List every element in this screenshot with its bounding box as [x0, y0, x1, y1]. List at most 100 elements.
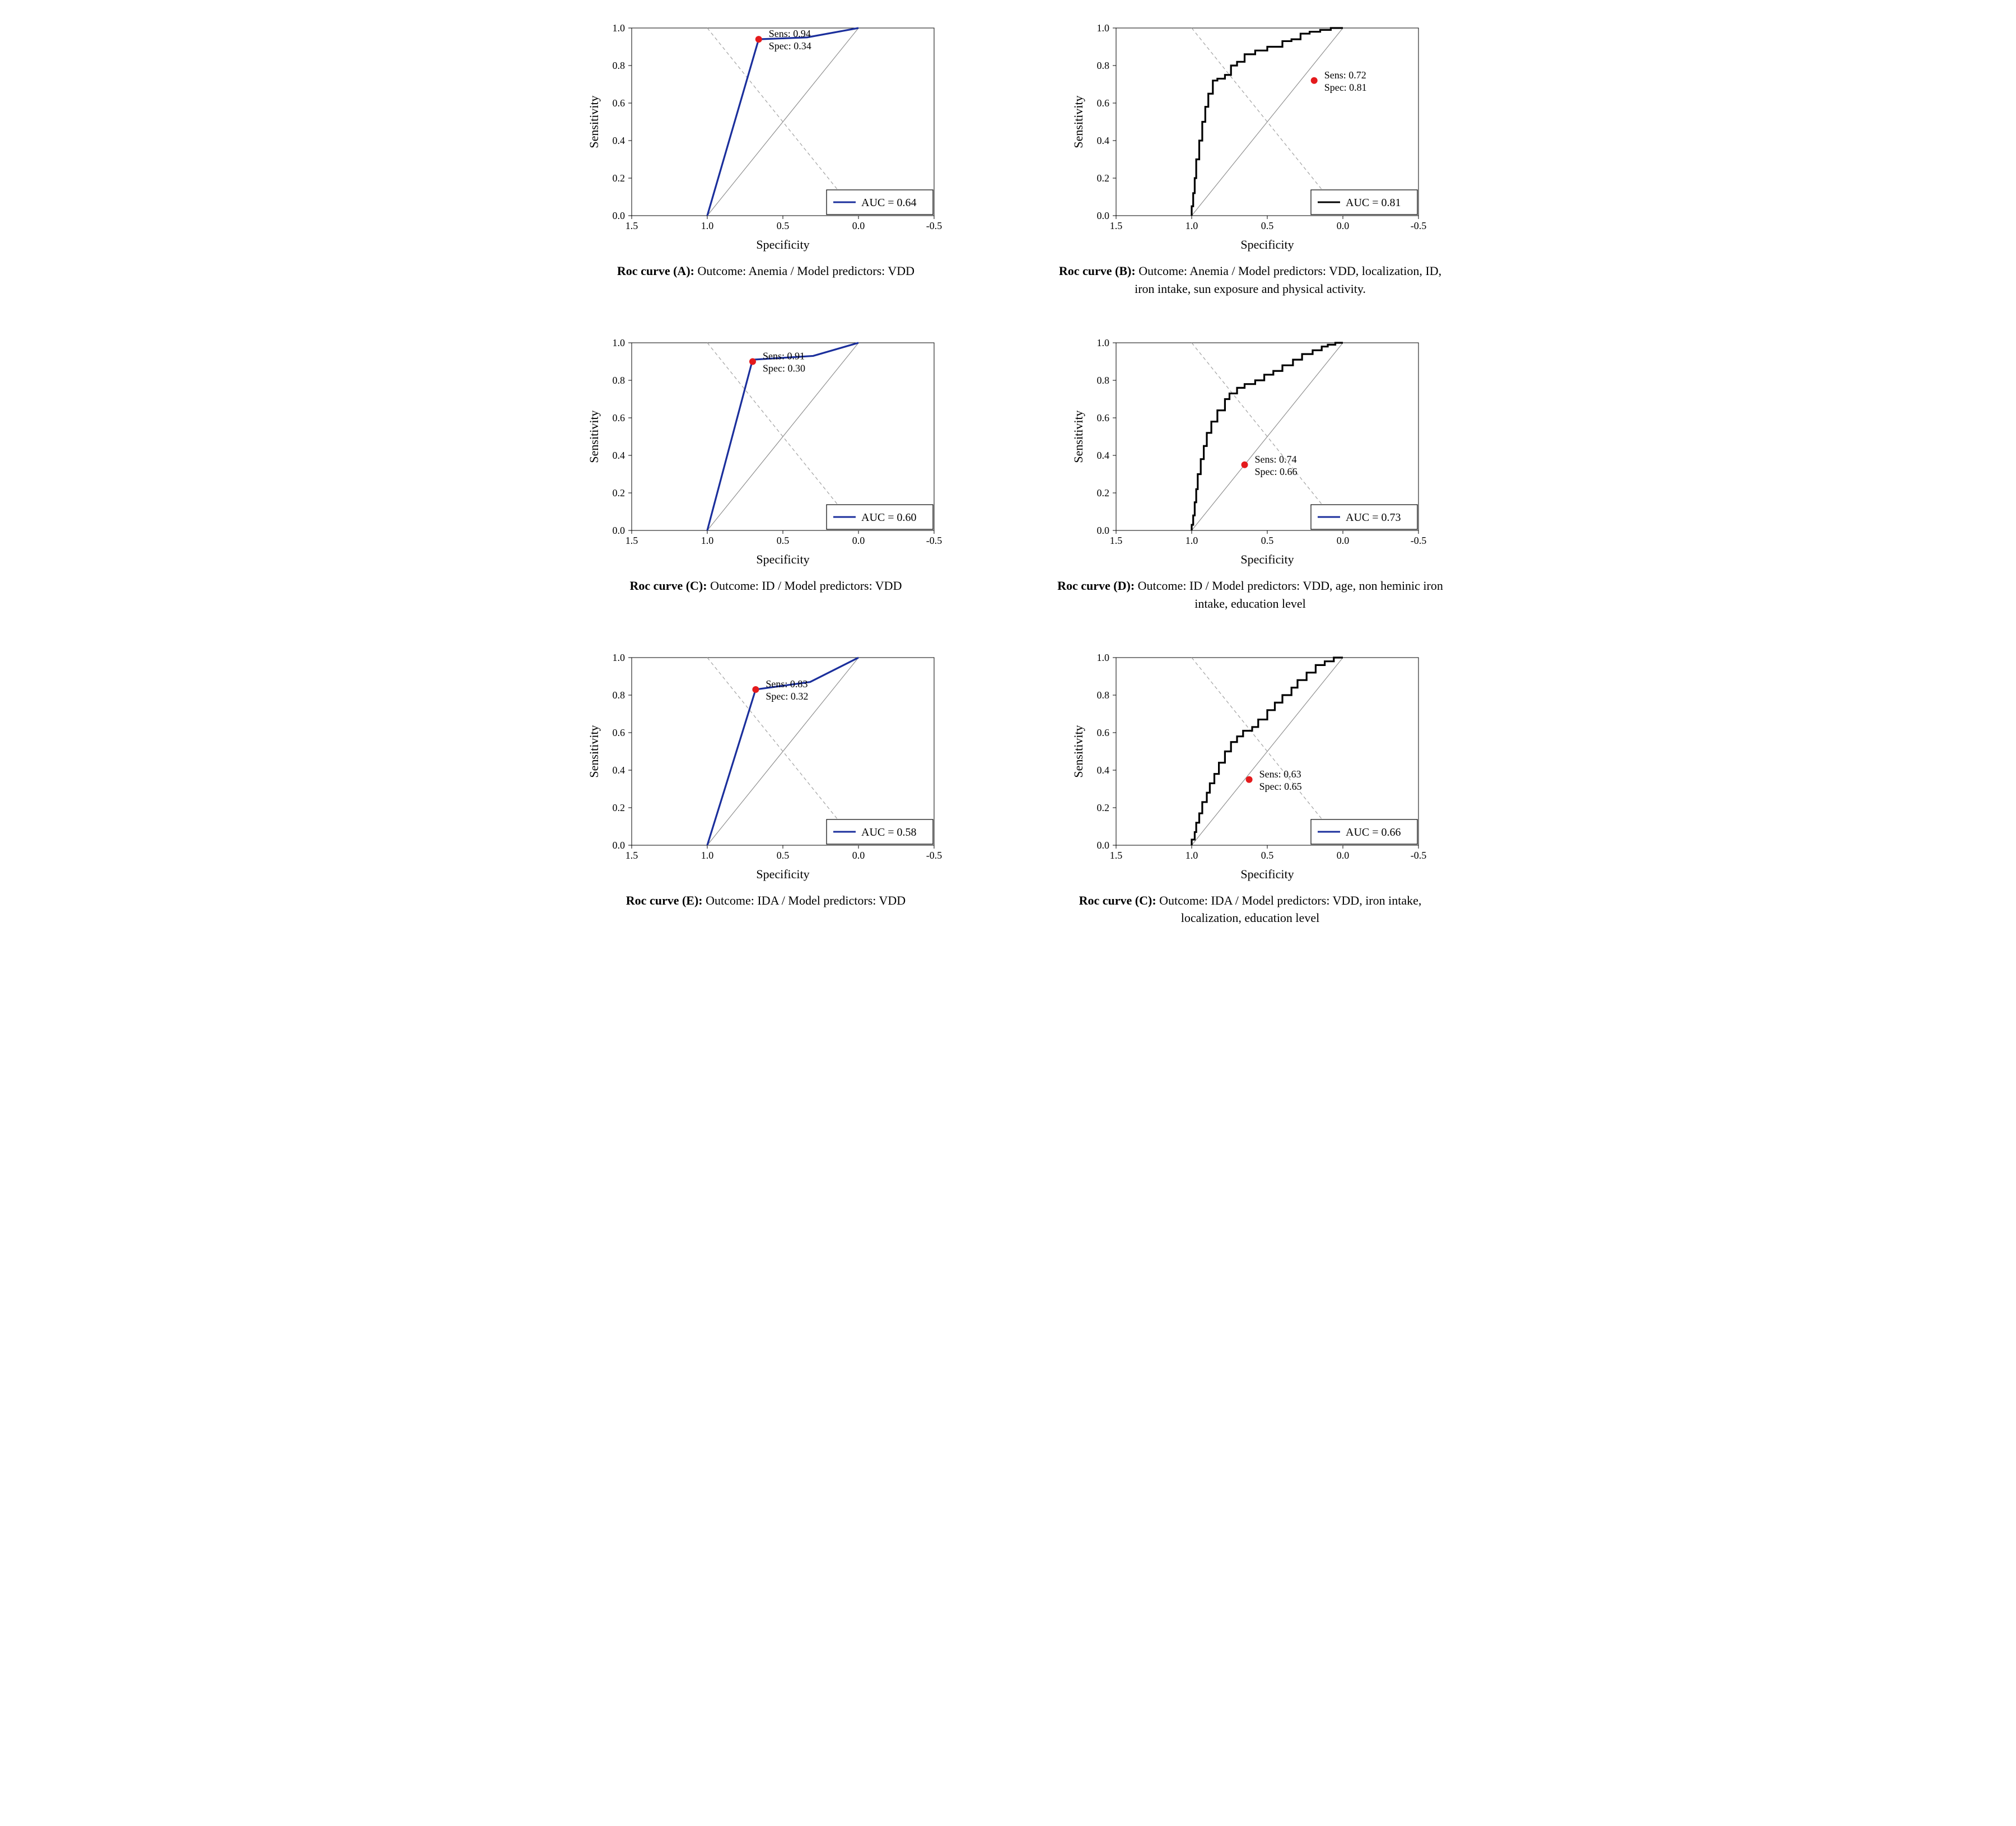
svg-text:0.2: 0.2: [1096, 487, 1109, 499]
svg-text:1.0: 1.0: [1096, 337, 1109, 348]
svg-text:0.8: 0.8: [1096, 375, 1109, 386]
svg-text:0.6: 0.6: [1096, 97, 1109, 109]
svg-text:0.8: 0.8: [612, 690, 625, 701]
ylabel: Sensitivity: [1071, 725, 1085, 777]
spec-annotation: Spec: 0.81: [1324, 82, 1366, 93]
svg-text:-0.5: -0.5: [926, 220, 942, 231]
svg-text:1.0: 1.0: [1096, 22, 1109, 34]
svg-text:0.2: 0.2: [612, 487, 625, 499]
sens-annotation: Sens: 0.74: [1254, 454, 1296, 465]
svg-text:0.4: 0.4: [612, 135, 625, 146]
svg-text:0.5: 0.5: [1261, 535, 1273, 546]
svg-text:1.0: 1.0: [612, 22, 625, 34]
svg-text:0.0: 0.0: [1096, 210, 1109, 221]
ylabel: Sensitivity: [1071, 95, 1085, 148]
svg-text:0.0: 0.0: [852, 850, 865, 861]
svg-text:-0.5: -0.5: [926, 850, 942, 861]
svg-text:-0.5: -0.5: [926, 535, 942, 546]
caption-rest: Outcome: ID / Model predictors: VDD, age…: [1135, 579, 1443, 611]
svg-text:0.0: 0.0: [612, 840, 625, 851]
xlabel: Specificity: [1240, 867, 1294, 881]
svg-text:0.0: 0.0: [1336, 535, 1349, 546]
ylabel: Sensitivity: [587, 95, 601, 148]
ylabel: Sensitivity: [587, 725, 601, 777]
spec-annotation: Spec: 0.66: [1254, 466, 1297, 477]
caption-rest: Outcome: Anemia / Model predictors: VDD,…: [1135, 264, 1441, 296]
panel-F: 1.51.00.50.0-0.50.00.20.40.60.81.0Specif…: [1030, 646, 1470, 928]
svg-text:0.0: 0.0: [612, 210, 625, 221]
xlabel: Specificity: [1240, 552, 1294, 566]
spec-annotation: Spec: 0.34: [768, 40, 811, 52]
operating-point-marker: [749, 358, 756, 365]
plot-container-A: 1.51.00.50.0-0.50.00.20.40.60.81.0Specif…: [587, 17, 945, 252]
svg-text:1.5: 1.5: [1109, 220, 1122, 231]
svg-text:0.8: 0.8: [1096, 60, 1109, 71]
svg-text:0.6: 0.6: [1096, 727, 1109, 738]
svg-text:1.5: 1.5: [625, 220, 638, 231]
roc-plot-F: 1.51.00.50.0-0.50.00.20.40.60.81.0Specif…: [1071, 646, 1430, 882]
panel-A: 1.51.00.50.0-0.50.00.20.40.60.81.0Specif…: [546, 17, 986, 298]
caption-C: Roc curve (C): Outcome: ID / Model predi…: [630, 577, 902, 595]
xlabel: Specificity: [756, 552, 809, 566]
svg-text:0.4: 0.4: [612, 450, 625, 461]
plot-container-F: 1.51.00.50.0-0.50.00.20.40.60.81.0Specif…: [1071, 646, 1430, 882]
panel-B: 1.51.00.50.0-0.50.00.20.40.60.81.0Specif…: [1030, 17, 1470, 298]
svg-text:0.0: 0.0: [1336, 850, 1349, 861]
spec-annotation: Spec: 0.32: [766, 691, 808, 702]
svg-text:0.6: 0.6: [612, 727, 625, 738]
sens-annotation: Sens: 0.94: [768, 28, 810, 39]
svg-text:0.5: 0.5: [776, 850, 789, 861]
svg-text:0.6: 0.6: [1096, 412, 1109, 423]
caption-B: Roc curve (B): Outcome: Anemia / Model p…: [1054, 262, 1446, 298]
legend-label: AUC = 0.58: [861, 826, 917, 839]
svg-text:0.5: 0.5: [776, 535, 789, 546]
caption-bold: Roc curve (B):: [1059, 264, 1136, 278]
svg-text:0.2: 0.2: [612, 173, 625, 184]
svg-text:0.5: 0.5: [776, 220, 789, 231]
svg-text:0.8: 0.8: [612, 375, 625, 386]
svg-text:1.5: 1.5: [625, 535, 638, 546]
spec-annotation: Spec: 0.65: [1259, 780, 1301, 791]
caption-bold: Roc curve (C):: [1079, 893, 1156, 907]
legend-label: AUC = 0.60: [861, 511, 917, 524]
svg-text:0.0: 0.0: [1096, 525, 1109, 536]
spec-annotation: Spec: 0.30: [763, 362, 805, 374]
svg-text:0.2: 0.2: [1096, 173, 1109, 184]
svg-text:1.0: 1.0: [1096, 652, 1109, 663]
svg-text:-0.5: -0.5: [1410, 220, 1426, 231]
svg-text:1.0: 1.0: [701, 850, 713, 861]
roc-plot-C: 1.51.00.50.0-0.50.00.20.40.60.81.0Specif…: [587, 332, 945, 567]
roc-plot-B: 1.51.00.50.0-0.50.00.20.40.60.81.0Specif…: [1071, 17, 1430, 252]
svg-text:1.0: 1.0: [1185, 535, 1198, 546]
svg-text:0.8: 0.8: [1096, 690, 1109, 701]
operating-point-marker: [755, 36, 762, 43]
svg-text:1.5: 1.5: [1109, 535, 1122, 546]
svg-text:0.4: 0.4: [1096, 135, 1109, 146]
svg-text:0.0: 0.0: [1096, 840, 1109, 851]
svg-text:0.5: 0.5: [1261, 220, 1273, 231]
legend-label: AUC = 0.81: [1346, 197, 1401, 209]
svg-text:-0.5: -0.5: [1410, 535, 1426, 546]
caption-E: Roc curve (E): Outcome: IDA / Model pred…: [626, 892, 906, 910]
plot-container-E: 1.51.00.50.0-0.50.00.20.40.60.81.0Specif…: [587, 646, 945, 882]
caption-rest: Outcome: Anemia / Model predictors: VDD: [694, 264, 914, 278]
svg-text:1.0: 1.0: [701, 535, 713, 546]
svg-text:-0.5: -0.5: [1410, 850, 1426, 861]
caption-rest: Outcome: IDA / Model predictors: VDD, ir…: [1156, 893, 1422, 925]
caption-rest: Outcome: ID / Model predictors: VDD: [707, 579, 902, 593]
sens-annotation: Sens: 0.72: [1324, 69, 1366, 81]
ylabel: Sensitivity: [1071, 410, 1085, 463]
svg-text:1.5: 1.5: [625, 850, 638, 861]
svg-text:1.0: 1.0: [1185, 220, 1198, 231]
svg-text:1.0: 1.0: [612, 337, 625, 348]
svg-text:0.8: 0.8: [612, 60, 625, 71]
svg-text:1.0: 1.0: [701, 220, 713, 231]
sens-annotation: Sens: 0.63: [1259, 768, 1301, 779]
legend-label: AUC = 0.64: [861, 197, 917, 209]
svg-text:0.4: 0.4: [1096, 765, 1109, 776]
svg-text:0.0: 0.0: [852, 535, 865, 546]
legend-label: AUC = 0.73: [1346, 511, 1401, 524]
caption-bold: Roc curve (A):: [617, 264, 694, 278]
caption-F: Roc curve (C): Outcome: IDA / Model pred…: [1054, 892, 1446, 928]
sens-annotation: Sens: 0.91: [763, 350, 805, 361]
